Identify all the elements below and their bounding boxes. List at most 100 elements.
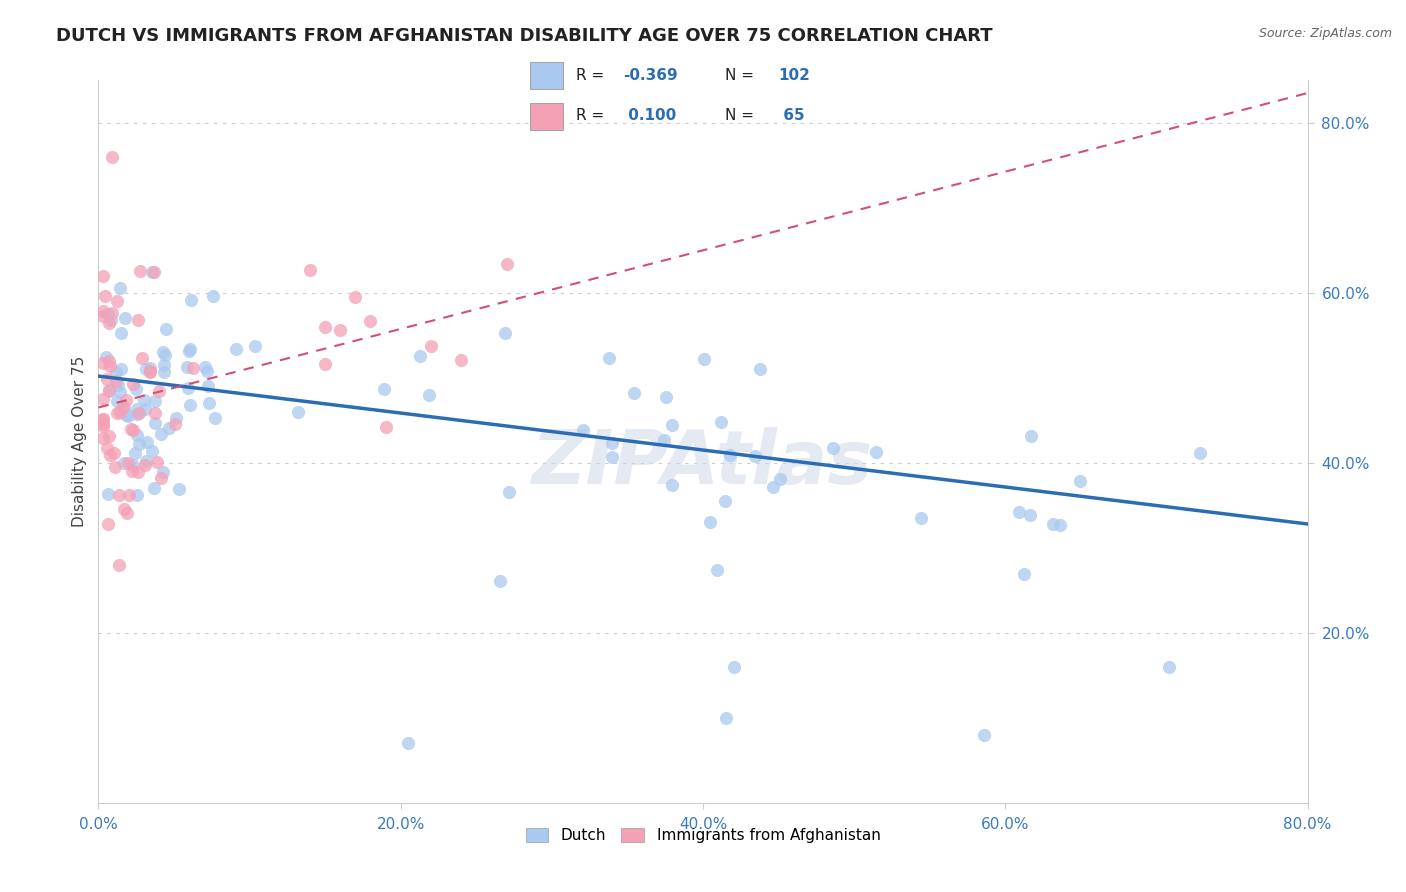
Point [98,383,121,397]
Point [101,150,124,164]
Point [314,357,336,371]
Point [122,424,145,438]
Point [103,446,125,460]
Point [93,356,115,370]
Point [114,408,136,422]
Point [141,265,163,279]
Point [157,420,180,434]
Point [418,388,440,402]
Point [494,326,516,340]
Point [152,365,174,379]
Point [100,306,122,320]
Point [98,384,121,399]
Point [149,426,172,441]
Point [152,465,174,479]
Point [176,359,198,374]
Point [97,487,120,501]
Point [91,412,114,426]
Point [910,511,932,525]
Point [225,342,247,356]
Point [125,488,148,502]
Point [114,310,136,325]
Point [498,485,520,500]
Point [194,359,217,374]
Point [143,481,166,495]
Text: ZIPAtlas: ZIPAtlas [533,426,873,500]
Point [121,464,143,478]
Point [344,290,367,304]
Point [202,289,225,303]
Point [114,456,136,470]
Point [1012,566,1035,581]
Point [165,417,187,431]
Point [1049,518,1071,533]
Point [197,378,219,392]
Point [98,359,121,374]
Point [91,304,114,318]
Point [143,416,166,430]
Point [105,394,128,409]
Point [179,342,201,356]
Point [108,385,131,400]
Point [183,361,205,376]
Text: N =: N = [725,108,759,123]
Point [135,362,157,376]
Point [125,382,148,396]
Point [699,515,721,529]
Point [146,455,169,469]
Point [153,348,176,362]
Point [104,365,127,379]
FancyBboxPatch shape [530,103,564,130]
Point [152,344,174,359]
Point [100,448,122,462]
Point [107,378,129,392]
Point [141,444,163,458]
Point [167,482,190,496]
Point [488,574,510,588]
Text: N =: N = [725,69,759,84]
Point [150,471,173,485]
Point [110,361,132,376]
Y-axis label: Disability Age Over 75: Disability Age Over 75 [72,356,87,527]
Text: Source: ZipAtlas.com: Source: ZipAtlas.com [1258,27,1392,40]
Point [744,449,766,463]
Point [128,406,150,420]
Point [91,411,114,425]
Point [823,442,845,456]
Point [155,322,177,336]
Point [108,405,131,419]
Point [91,309,114,323]
Point [91,431,114,445]
Point [655,390,678,404]
Point [94,288,117,302]
Point [117,456,139,470]
Point [142,265,165,279]
Point [1019,428,1042,442]
Point [135,454,157,468]
Point [100,312,122,326]
Point [180,293,202,308]
Point [177,343,200,358]
Point [1018,508,1040,522]
Point [118,488,141,502]
Point [396,736,419,750]
Point [762,480,785,494]
Point [495,257,517,271]
Point [420,339,443,353]
Point [91,418,114,433]
Point [135,435,157,450]
Point [91,392,114,406]
Point [112,501,135,516]
Point [710,415,733,429]
Point [108,281,131,295]
Point [127,407,149,421]
Text: -0.369: -0.369 [623,69,678,84]
Legend: Dutch, Immigrants from Afghanistan: Dutch, Immigrants from Afghanistan [519,822,887,849]
Point [865,444,887,458]
Point [112,400,135,414]
Point [127,312,149,326]
Point [299,263,322,277]
Text: DUTCH VS IMMIGRANTS FROM AFGHANISTAN DISABILITY AGE OVER 75 CORRELATION CHART: DUTCH VS IMMIGRANTS FROM AFGHANISTAN DIS… [56,27,993,45]
Point [572,423,595,437]
Point [1042,516,1064,531]
